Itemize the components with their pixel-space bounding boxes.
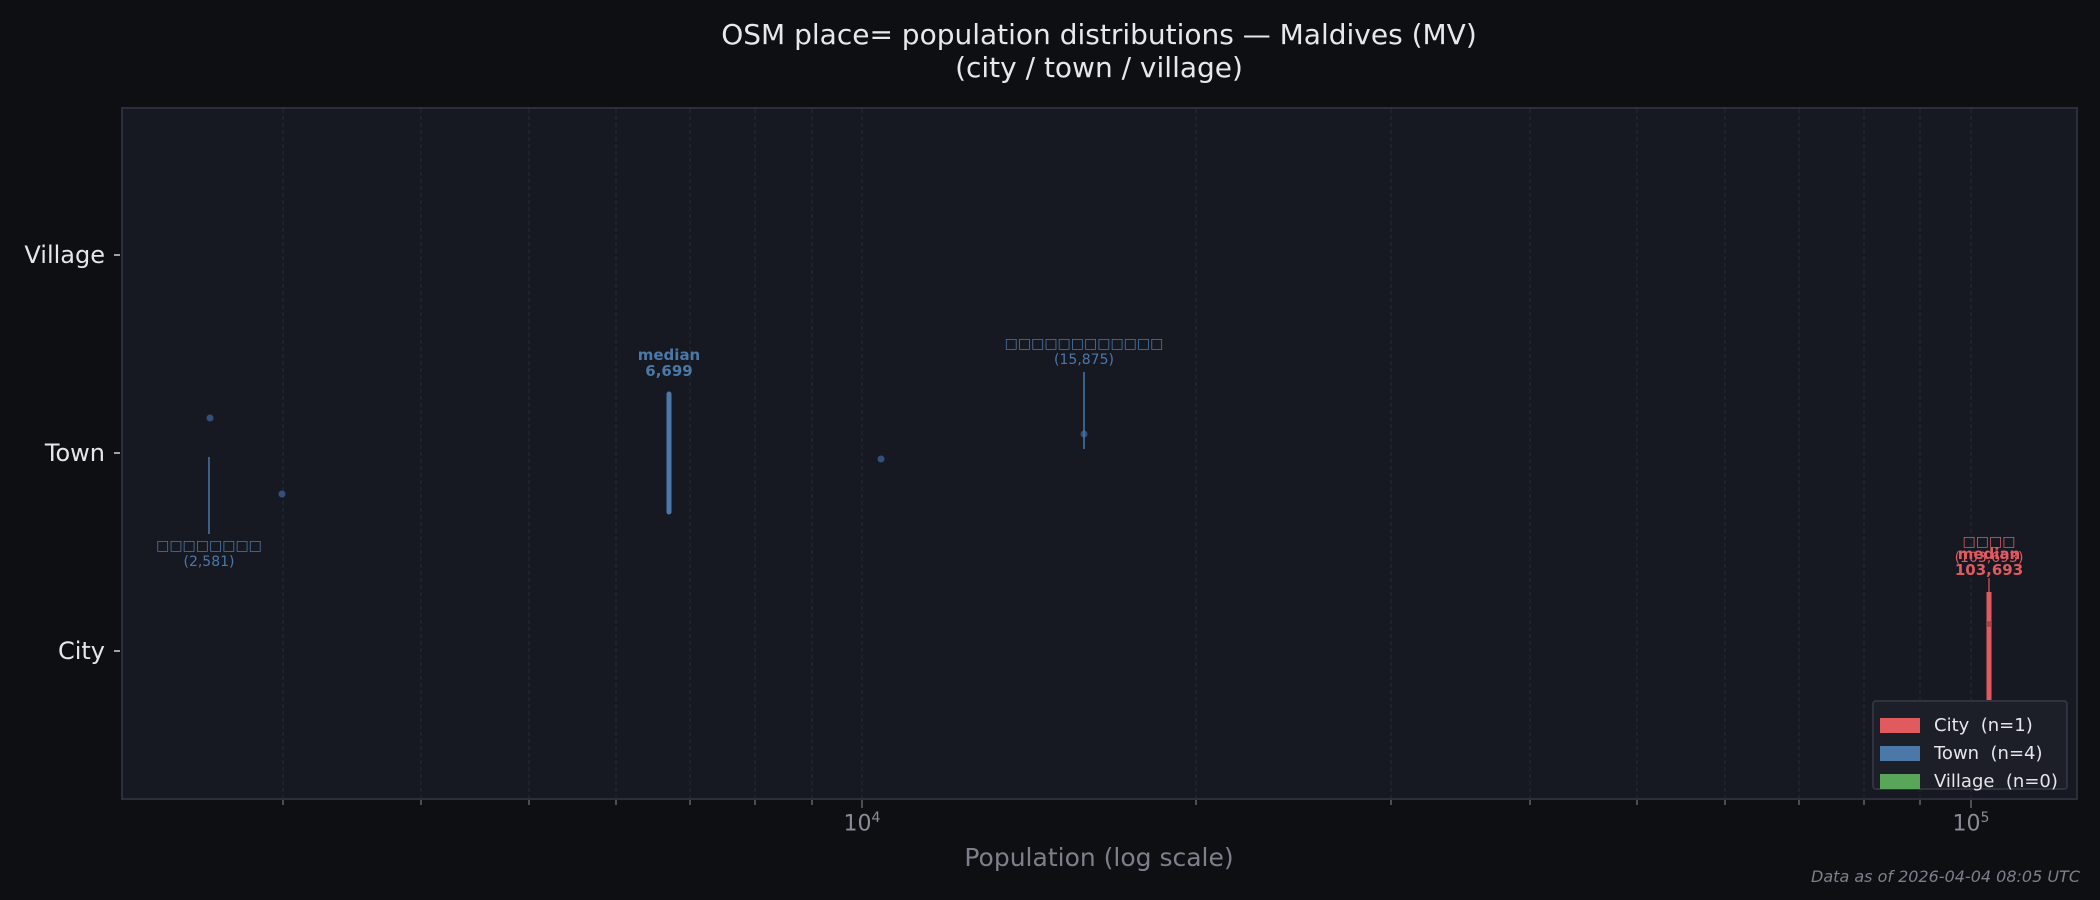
legend-swatch-town bbox=[1880, 745, 1920, 761]
town-median-label: median bbox=[637, 346, 701, 364]
town-median-annotation: median 6,699 bbox=[638, 347, 700, 379]
data-timestamp: Data as of 2026-04-04 08:05 UTC bbox=[1811, 867, 2080, 886]
legend-item-city[interactable]: City (n=1) bbox=[1880, 714, 2033, 736]
legend-label-village: Village (n=0) bbox=[1934, 770, 2058, 792]
y-label-village: Village bbox=[24, 241, 105, 269]
x-axis-label: Population (log scale) bbox=[964, 843, 1234, 872]
legend-item-town[interactable]: Town (n=4) bbox=[1880, 742, 2043, 764]
y-label-town: Town bbox=[44, 439, 105, 467]
town-max-name: □□□□□□□□□□□□ bbox=[1004, 336, 1164, 352]
town-series bbox=[206, 372, 1088, 534]
plot-area bbox=[121, 107, 2078, 800]
city-median-value: 103,693 bbox=[1954, 561, 2024, 579]
city-median-label: median bbox=[1957, 545, 2021, 563]
legend-swatch-city bbox=[1880, 717, 1920, 733]
town-point[interactable] bbox=[278, 490, 286, 498]
town-point[interactable] bbox=[877, 455, 885, 463]
town-min-name: □□□□□□□□ bbox=[156, 538, 262, 554]
x-tick-base: 10 bbox=[1952, 811, 1981, 837]
x-tick-base: 10 bbox=[843, 811, 872, 837]
legend-item-village[interactable]: Village (n=0) bbox=[1880, 770, 2058, 792]
chart-title: OSM place= population distributions — Ma… bbox=[0, 18, 2100, 84]
city-point[interactable] bbox=[1986, 621, 1992, 627]
y-label-city: City bbox=[57, 637, 105, 665]
city-median-annotation: median 103,693 bbox=[1955, 546, 2023, 578]
x-tick-exp: 4 bbox=[871, 810, 881, 826]
x-tick-exp: 5 bbox=[1980, 810, 1990, 826]
city-name: □□□□ bbox=[1962, 534, 2016, 550]
x-ticks bbox=[282, 800, 1972, 808]
town-max-value: (15,875) bbox=[1054, 352, 1114, 368]
chart-title-line2: (city / town / village) bbox=[955, 51, 1243, 84]
legend-label-town: Town (n=4) bbox=[1934, 742, 2043, 764]
x-tick-label-1e4: 104 bbox=[844, 810, 881, 836]
gridlines bbox=[282, 109, 1972, 798]
chart-title-line1: OSM place= population distributions — Ma… bbox=[721, 18, 1477, 51]
legend-swatch-village bbox=[1880, 773, 1920, 789]
city-value-paren: (103,693) bbox=[1954, 550, 2024, 566]
city-name-annotation: □□□□ (103,693) bbox=[1955, 534, 2024, 566]
legend: City (n=1) Town (n=4) Village (n=0) bbox=[1872, 700, 2068, 792]
town-min-annotation: □□□□□□□□ (2,581) bbox=[156, 538, 262, 570]
y-ticks bbox=[114, 254, 120, 652]
town-min-value: (2,581) bbox=[183, 554, 235, 570]
town-max-annotation: □□□□□□□□□□□□ (15,875) bbox=[1005, 336, 1164, 368]
town-median-value: 6,699 bbox=[645, 362, 693, 380]
city-series bbox=[1986, 578, 1992, 710]
x-tick-label-1e5: 105 bbox=[1953, 810, 1990, 836]
town-point[interactable] bbox=[206, 414, 214, 422]
legend-label-city: City (n=1) bbox=[1934, 714, 2033, 736]
